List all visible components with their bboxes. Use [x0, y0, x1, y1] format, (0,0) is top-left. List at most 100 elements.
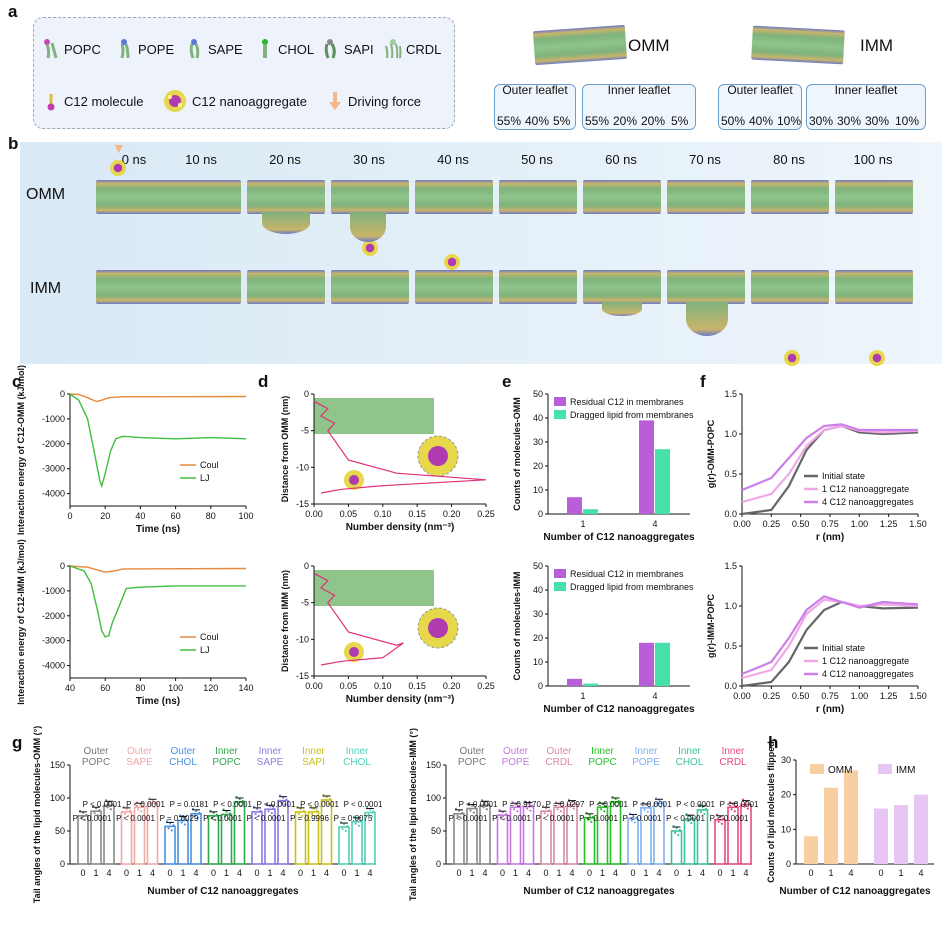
data-point [185, 818, 188, 821]
y-tick-label: 0.0 [724, 681, 737, 691]
omm-snapshot [331, 180, 409, 214]
legend-swatch [878, 764, 892, 774]
data-point [687, 820, 690, 823]
c12-molecule-label: C12 molecule [64, 93, 144, 109]
y-axis-label: g(r)-IMM-POPC [706, 594, 716, 658]
data-point [487, 803, 490, 806]
x-tick-label: 0.00 [733, 519, 751, 529]
x-tick-label: 1 [580, 691, 585, 701]
x-tick-label: 0.15 [408, 681, 426, 691]
x-tick-label: 1 [354, 868, 359, 878]
omm-inner-pct-1: 55% [585, 114, 610, 128]
tail-angle-bar [466, 807, 478, 865]
bar-residual-c12 [639, 420, 654, 514]
membrane-deformation-60ns [602, 302, 642, 316]
legend-swatch [554, 410, 566, 419]
data-point [587, 818, 590, 821]
data-point [237, 802, 240, 806]
x-axis-label: Number density (nm⁻³) [346, 694, 455, 705]
x-tick-label: 1.25 [880, 691, 898, 701]
data-point [746, 807, 749, 810]
rdf-line [741, 424, 919, 504]
data-point [646, 810, 649, 814]
pope-label: POPE [138, 41, 175, 57]
data-point [344, 829, 347, 833]
p-value-label: P < 0.0001 [536, 814, 575, 823]
flipped-bar-imm [914, 794, 928, 864]
group-label-lipid: POPE [632, 757, 660, 768]
x-tick-label: 60 [171, 511, 181, 521]
y-tick-label: 150 [426, 760, 441, 770]
omm-inner-pct-2: 20% [613, 114, 638, 128]
row-label-omm: OMM [26, 186, 66, 203]
x-tick-label: 0.50 [792, 691, 810, 701]
x-tick-label: 4 [848, 868, 853, 878]
c12-nanoaggregate-100ns [869, 350, 885, 366]
data-point [257, 814, 260, 817]
data-point [600, 808, 603, 811]
time-label: 60 ns [605, 152, 637, 167]
y-axis-label: Tail angles of the lipid molecules-OMM (… [32, 726, 42, 903]
y-tick-label: -10 [296, 634, 309, 644]
y-tick-label: 0 [60, 859, 65, 869]
tail-angle-bar [479, 804, 491, 865]
data-point [240, 804, 243, 808]
zoom-inset-core [428, 446, 448, 466]
x-tick-label: 1 [643, 868, 648, 878]
panel-label-h: h [768, 733, 778, 752]
data-point [500, 816, 503, 819]
p-value-label: P < 0.0001 [116, 814, 155, 823]
x-axis-label: Number of C12 nanoaggregates [147, 886, 299, 897]
data-point [354, 822, 357, 825]
p-value-label: P < 0.0001 [449, 814, 488, 823]
tail-angle-bar [320, 799, 333, 865]
p-value-label: P < 0.0001 [710, 814, 749, 823]
data-point [283, 803, 286, 806]
p-value-label: P < 0.0001 [203, 814, 242, 823]
p-value-label: P < 0.0001 [300, 800, 339, 809]
imm-inner-pct-2: 30% [837, 114, 862, 128]
legend-label: OMM [828, 765, 852, 776]
data-point [678, 828, 682, 832]
p-value-label: P < 0.0001 [589, 800, 628, 809]
x-tick-label: 0 [543, 868, 548, 878]
panel-label-g: g [12, 733, 22, 752]
data-point [735, 805, 738, 808]
chol-icon [262, 39, 268, 58]
c12-nanoaggregate-40ns [444, 254, 460, 270]
data-point [485, 808, 488, 811]
x-axis-label: r (nm) [816, 704, 844, 715]
tail-angle-bar [90, 810, 102, 865]
x-tick-label: 4 [569, 868, 574, 878]
tail-angle-bar [164, 825, 176, 865]
x-tick-label: 4 [106, 868, 111, 878]
data-point [613, 802, 616, 806]
data-point [124, 812, 127, 815]
x-tick-label: 0.25 [477, 681, 495, 691]
y-tick-label: -15 [296, 499, 309, 509]
omm-inner-pct-4: 5% [671, 114, 689, 128]
data-point [704, 807, 708, 810]
tail-angle-bar [120, 811, 133, 865]
tail-angle-bar [207, 815, 220, 865]
data-point [93, 812, 96, 815]
group-label-lipid: POPC [212, 757, 240, 768]
imm-inner-leaflet-title: Inner leaflet [834, 83, 898, 97]
c12-nanoaggregate-0ns [110, 160, 126, 176]
x-tick-label: 0.15 [408, 509, 426, 519]
c12-nanoaggregate-30ns [362, 240, 378, 256]
y-tick-label: 30 [781, 755, 791, 765]
x-tick-label: 1 [513, 868, 518, 878]
molecule-legend-box: POPC POPE SAPE CHOL SAPI CRDL C12 molecu… [33, 17, 455, 129]
legend-sape: SAPE [186, 38, 243, 60]
tail-angle-bar [277, 799, 289, 865]
omm-snapshot [835, 180, 913, 214]
data-point [469, 809, 472, 812]
data-point [109, 808, 112, 811]
c12-nanoaggregate-core [349, 647, 359, 657]
number-density-curve [313, 400, 487, 494]
data-point [196, 816, 199, 819]
data-point [504, 813, 507, 816]
data-point [572, 807, 575, 810]
tail-angle-bar [294, 811, 307, 865]
